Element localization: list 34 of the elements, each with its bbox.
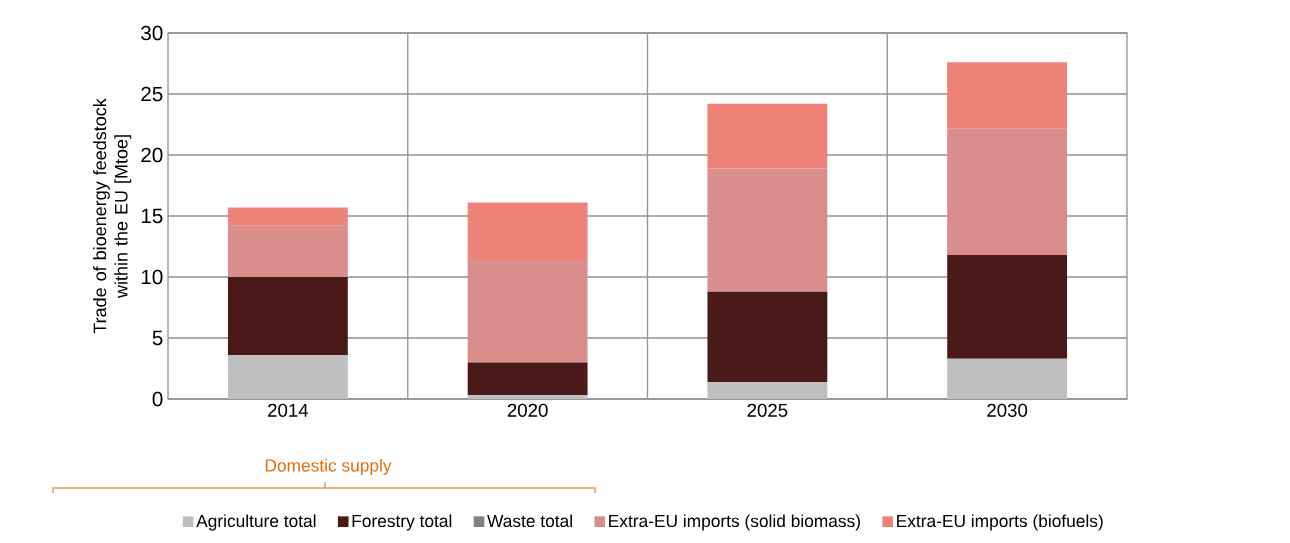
y-axis-title: Trade of bioenergy feedstock within the EU [Mtoe]: [93, 98, 132, 334]
y-tick-label: 15: [141, 208, 163, 224]
y-tick-label: 20: [141, 147, 163, 163]
bar: [227, 355, 348, 399]
x-tick-label: 2030: [987, 403, 1028, 417]
text: Domestic supply: [265, 458, 392, 476]
bar: [227, 276, 348, 356]
bar: [467, 202, 588, 260]
legend-label: Agriculture total: [196, 514, 316, 531]
y-tick-label: 10: [141, 269, 163, 285]
bar: [947, 62, 1068, 129]
bar: [707, 168, 828, 292]
y-tick-label: 25: [141, 86, 163, 102]
bar: [467, 259, 588, 363]
legend-label: Extra-EU imports (solid biomass): [609, 514, 860, 531]
y-tick-label: 5: [152, 330, 163, 346]
bar: [227, 225, 348, 277]
y-tick-label: 30: [141, 25, 163, 41]
legend-label: Waste total: [487, 514, 572, 528]
legend-label: Extra-EU imports (biofuels): [897, 514, 1103, 531]
x-tick-label: 2020: [507, 403, 548, 417]
x-tick-label: 2025: [747, 403, 788, 417]
bar: [947, 255, 1068, 359]
bar: [467, 395, 588, 399]
bar: [227, 207, 348, 226]
bar: [947, 358, 1068, 399]
bar: [707, 381, 828, 399]
y-tick-label: 0: [152, 391, 163, 407]
legend-label: Forestry total: [352, 514, 452, 531]
x-tick-label: 2014: [268, 403, 309, 417]
bar: [707, 291, 828, 382]
bar: [947, 128, 1068, 256]
bar: [707, 103, 828, 169]
bar: [467, 362, 588, 396]
